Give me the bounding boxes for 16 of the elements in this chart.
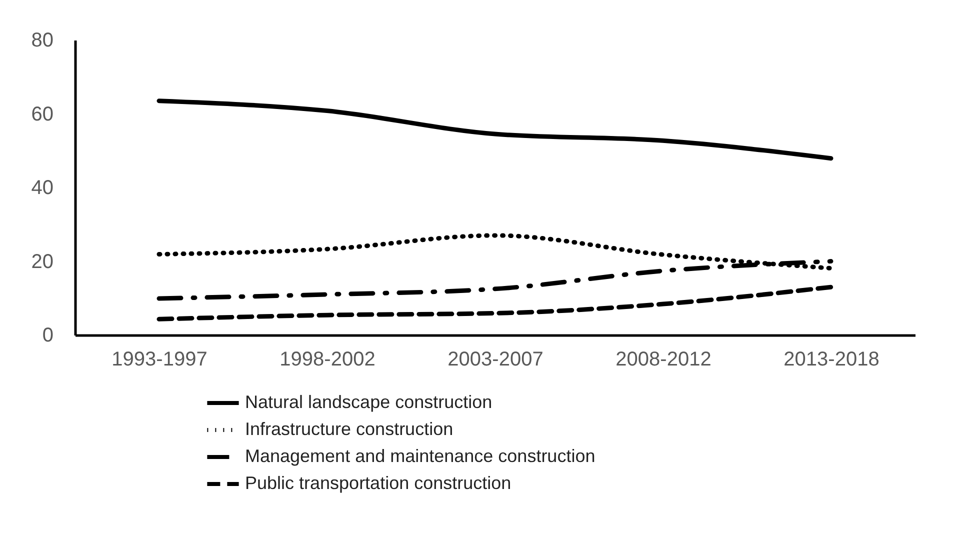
y-tick-label: 80 xyxy=(31,30,54,52)
line-series xyxy=(156,284,834,322)
x-tick-label: 1993-1997 xyxy=(112,348,208,370)
x-tick-label: 2003-2007 xyxy=(448,348,544,370)
y-tick-label: 40 xyxy=(31,177,54,199)
legend-label: Infrastructure construction xyxy=(245,419,454,439)
y-tick-label: 60 xyxy=(31,103,54,126)
x-tick-label: 2013-2018 xyxy=(784,348,880,370)
y-tick-label: 0 xyxy=(42,324,54,346)
legend-label: Public transportation construction xyxy=(245,473,512,493)
x-tick-label: 2008-2012 xyxy=(616,348,712,370)
x-tick-label: 1998-2002 xyxy=(280,348,376,370)
legend-label: Management and maintenance construction xyxy=(245,446,596,466)
line-series xyxy=(156,98,834,161)
legend-label: Natural landscape construction xyxy=(245,392,492,412)
y-tick-label: 20 xyxy=(31,250,54,273)
